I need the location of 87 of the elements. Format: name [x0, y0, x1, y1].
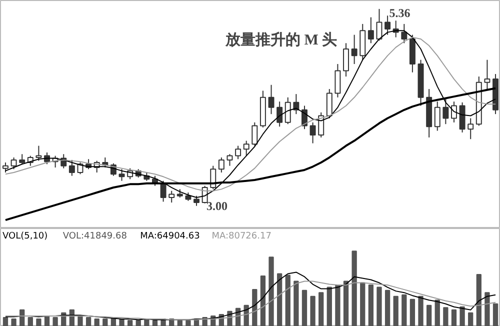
bar	[302, 290, 308, 326]
bar	[2, 316, 8, 326]
candlestick	[226, 154, 233, 166]
bar	[11, 318, 16, 326]
bar	[20, 309, 25, 326]
bar	[451, 309, 457, 326]
candlestick	[459, 102, 466, 133]
candlestick	[118, 168, 125, 182]
candlestick	[468, 118, 474, 140]
bar	[443, 307, 448, 326]
bar	[376, 286, 382, 326]
candlestick	[10, 156, 17, 170]
bar	[310, 296, 316, 326]
bar	[326, 286, 332, 326]
candlestick	[168, 190, 175, 204]
candlestick	[243, 140, 250, 156]
bar	[119, 318, 124, 326]
candlestick	[442, 98, 449, 125]
bar	[144, 318, 150, 326]
bar	[418, 296, 424, 326]
bar	[335, 284, 340, 326]
bar	[352, 250, 357, 326]
text: MA:64904.63	[140, 232, 200, 242]
bar	[434, 300, 440, 326]
bar	[484, 292, 490, 326]
candlestick	[384, 15, 391, 36]
candlestick	[284, 96, 291, 125]
candlestick	[334, 64, 341, 98]
candlestick	[2, 162, 8, 173]
bar	[152, 320, 158, 326]
chart-title: VOL(5,10)	[2, 232, 48, 242]
candlestick	[484, 59, 490, 90]
annotation: 3.00	[206, 198, 228, 213]
bar	[102, 318, 108, 326]
candlestick	[19, 154, 26, 165]
candlestick	[434, 101, 440, 132]
bar	[136, 320, 141, 326]
candlestick	[268, 84, 274, 115]
candlestick	[210, 165, 216, 190]
bar	[426, 304, 432, 326]
bar	[476, 274, 482, 326]
text: VOL:41849.68	[62, 232, 128, 242]
annotation: 5.36	[389, 6, 410, 20]
bar	[28, 316, 33, 326]
bar	[492, 303, 498, 326]
bar	[360, 282, 366, 326]
candlestick	[343, 42, 350, 78]
bar	[177, 320, 182, 326]
bar	[276, 273, 282, 326]
bar	[186, 320, 191, 326]
candlestick	[218, 156, 224, 173]
bar	[384, 290, 390, 326]
bar	[294, 280, 299, 326]
candlestick	[194, 195, 200, 206]
bar	[78, 315, 83, 326]
bar	[343, 280, 349, 326]
candlestick	[376, 8, 382, 42]
candlestick	[36, 145, 42, 162]
candlestick	[351, 34, 358, 65]
bar	[86, 316, 92, 326]
bar	[268, 256, 274, 326]
text: 放量推升的 M 头	[224, 32, 338, 48]
bar	[52, 316, 58, 326]
bar	[36, 318, 42, 326]
candlestick	[401, 23, 408, 44]
bar	[94, 318, 100, 326]
candlestick	[326, 88, 332, 119]
candlestick	[252, 122, 258, 146]
bar	[410, 298, 416, 326]
candlestick	[310, 122, 316, 144]
bar	[460, 306, 465, 326]
bar	[285, 274, 290, 326]
bar	[318, 292, 324, 326]
candlestick	[276, 101, 283, 128]
candlestick	[368, 16, 374, 44]
bar	[368, 284, 374, 326]
bar	[252, 289, 258, 326]
bar	[402, 294, 407, 326]
bar	[260, 275, 266, 326]
candlestick	[318, 112, 324, 138]
bar	[127, 320, 133, 326]
bar	[393, 296, 398, 326]
bar	[468, 312, 474, 326]
candlestick	[160, 180, 166, 202]
text: MA:80726.17	[212, 232, 272, 242]
candlestick	[68, 159, 75, 176]
candlestick	[235, 145, 242, 160]
